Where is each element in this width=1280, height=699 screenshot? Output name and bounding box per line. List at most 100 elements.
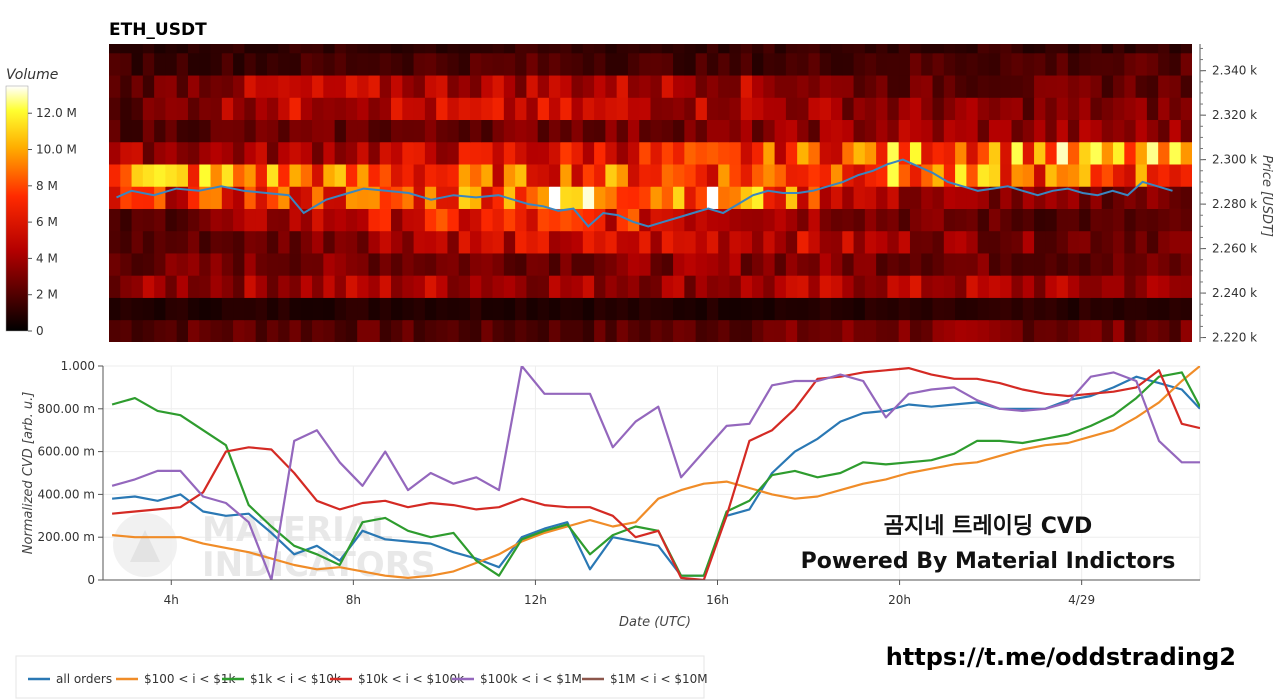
heatmap-cell xyxy=(109,119,121,143)
heatmap-cell xyxy=(379,52,392,76)
heatmap-cell xyxy=(436,97,449,121)
heatmap-cell xyxy=(1056,208,1069,232)
heatmap-cell xyxy=(1101,297,1114,321)
heatmap-cell xyxy=(142,230,155,254)
heatmap-cell xyxy=(887,230,900,254)
heatmap-cell xyxy=(1067,75,1080,98)
heatmap-cell xyxy=(1022,208,1035,232)
cvd-series-line xyxy=(111,375,1200,577)
heatmap-cell xyxy=(187,253,200,276)
heatmap-cell xyxy=(1011,44,1024,54)
heatmap-cell xyxy=(1101,141,1114,165)
heatmap-cell xyxy=(1113,253,1125,276)
heatmap-cell xyxy=(639,186,652,209)
heatmap-cell xyxy=(1045,52,1058,76)
heatmap-cell xyxy=(142,97,155,121)
heatmap-cell xyxy=(548,97,561,121)
heatmap-cell xyxy=(1034,253,1046,276)
heatmap-cell xyxy=(673,319,685,342)
heatmap-cell xyxy=(176,275,189,298)
heatmap-cell xyxy=(176,119,189,143)
heatmap-cell xyxy=(932,75,945,98)
heatmap-cell xyxy=(650,75,663,98)
heatmap-cell xyxy=(255,319,268,342)
heatmap-cell xyxy=(120,253,133,276)
heatmap-cell xyxy=(1101,119,1114,143)
heatmap-cell xyxy=(1000,164,1013,187)
heatmap-cell xyxy=(1034,75,1046,98)
heatmap-cell xyxy=(639,208,652,232)
heatmap-cell xyxy=(515,319,528,342)
heatmap-cell xyxy=(537,141,550,165)
heatmap-cell xyxy=(1079,52,1092,76)
heatmap-cell xyxy=(436,164,449,187)
cvd-y-tick-label: 1.000 xyxy=(61,359,95,373)
heatmap-cell xyxy=(199,230,212,254)
heatmap-cell xyxy=(154,253,167,276)
heatmap-cell xyxy=(1034,97,1046,121)
heatmap-cell xyxy=(255,230,268,254)
heatmap-cell xyxy=(763,97,776,121)
heatmap-cell xyxy=(244,186,257,209)
heatmap-cell xyxy=(639,230,652,254)
heatmap-cell xyxy=(560,44,573,54)
heatmap-cell xyxy=(1067,208,1080,232)
heatmap-cell xyxy=(210,230,223,254)
heatmap-cell xyxy=(1034,52,1046,76)
heatmap-cell xyxy=(921,164,934,187)
heatmap-cell xyxy=(774,141,787,165)
heatmap-cell xyxy=(988,275,1001,298)
heatmap-cell xyxy=(1090,141,1103,165)
heatmap-cell xyxy=(345,253,358,276)
heatmap-cell xyxy=(458,75,471,98)
heatmap-cell xyxy=(402,208,415,232)
heatmap-cell xyxy=(898,119,911,143)
heatmap-cell xyxy=(436,275,449,298)
heatmap-cell xyxy=(785,253,798,276)
heatmap-cell xyxy=(909,52,922,76)
telegram-url[interactable]: https://t.me/oddstrading2 xyxy=(886,643,1236,671)
heatmap-cell xyxy=(255,119,268,143)
heatmap-cell xyxy=(503,119,516,143)
heatmap-cell xyxy=(278,275,291,298)
heatmap-cell xyxy=(470,44,482,54)
heatmap-cell xyxy=(1124,297,1137,321)
heatmap-cell xyxy=(661,119,674,143)
heatmap-cell xyxy=(1090,44,1103,54)
heatmap-cell xyxy=(729,164,742,187)
heatmap-cell xyxy=(605,297,618,321)
heatmap-cell xyxy=(413,275,426,298)
heatmap-cell xyxy=(808,75,821,98)
heatmap-cell xyxy=(266,141,279,165)
heatmap-cell xyxy=(740,275,753,298)
heatmap-cell xyxy=(289,230,302,254)
heatmap-cell xyxy=(255,164,268,187)
heatmap-cell xyxy=(548,164,561,187)
colorbar-tick-label: 0 xyxy=(36,324,44,338)
heatmap-cell xyxy=(424,164,437,187)
heatmap-cell xyxy=(571,319,584,342)
heatmap-cell xyxy=(1079,253,1092,276)
heatmap-cell xyxy=(718,230,731,254)
heatmap-cell xyxy=(481,119,494,143)
heatmap-cell xyxy=(706,141,719,165)
heatmap-cell xyxy=(199,186,212,209)
heatmap-cell xyxy=(1180,119,1192,143)
heatmap-cell xyxy=(673,275,685,298)
heatmap-cell xyxy=(458,319,471,342)
heatmap-cell xyxy=(616,119,629,143)
heatmap-cell xyxy=(447,97,460,121)
heatmap-cell xyxy=(1011,208,1024,232)
heatmap-cell xyxy=(571,119,584,143)
heatmap-cell xyxy=(955,44,967,54)
heatmap-cell xyxy=(278,186,291,209)
heatmap-cell xyxy=(661,275,674,298)
cvd-y-tick-label: 800.00 m xyxy=(38,402,96,416)
heatmap-cell xyxy=(571,141,584,165)
heatmap-cell xyxy=(853,186,866,209)
heatmap-cell xyxy=(1045,97,1058,121)
heatmap-cell xyxy=(661,230,674,254)
heatmap-cell xyxy=(774,297,787,321)
heatmap-cell xyxy=(977,275,990,298)
heatmap-cell xyxy=(131,97,144,121)
